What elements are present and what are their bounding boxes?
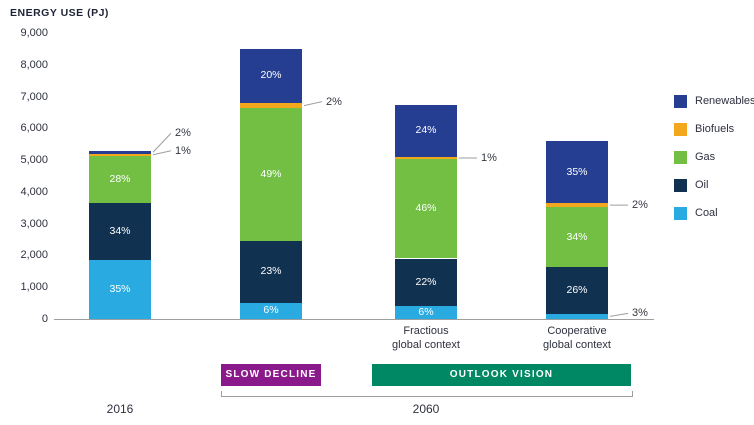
y-axis-tick-label: 2,000 bbox=[20, 249, 48, 262]
y-axis-tick-label: 7,000 bbox=[20, 90, 48, 103]
outlook-vision-badge: OUTLOOK VISION bbox=[372, 364, 631, 386]
legend-swatch-oil bbox=[674, 179, 687, 192]
segment-value-label: 24% bbox=[415, 124, 437, 137]
segment-value-label: 35% bbox=[109, 283, 131, 296]
segment-value-label: 20% bbox=[260, 69, 282, 82]
legend-item-coal: Coal bbox=[674, 207, 754, 220]
segment-coal: 6% bbox=[240, 302, 302, 319]
legend: Renewables Biofuels Gas Oil Coal bbox=[674, 95, 754, 235]
bar-cooperative-global-context: 26% 34% 35% bbox=[546, 141, 608, 319]
segment-oil: 23% bbox=[240, 240, 302, 303]
legend-item-biofuels: Biofuels bbox=[674, 123, 754, 136]
legend-label: Oil bbox=[695, 179, 709, 191]
legend-label: Biofuels bbox=[695, 123, 735, 135]
y-axis-tick-label: 8,000 bbox=[20, 58, 48, 71]
y-axis-tick-label: 0 bbox=[41, 313, 48, 325]
x-axis-label-cooperative-global-context: Cooperative global context bbox=[543, 325, 611, 351]
chart-title: ENERGY USE (PJ) bbox=[10, 7, 109, 19]
y-axis-tick-label: 6,000 bbox=[20, 122, 48, 135]
x-axis-line bbox=[54, 319, 654, 320]
segment-value-label: 35% bbox=[566, 165, 588, 178]
legend-swatch-coal bbox=[674, 207, 687, 220]
legend-item-renewables: Renewables bbox=[674, 95, 754, 108]
segment-value-label: 46% bbox=[415, 202, 437, 215]
year-label-2016: 2016 bbox=[106, 402, 134, 416]
segment-value-label: 6% bbox=[263, 304, 279, 317]
legend-swatch-gas bbox=[674, 151, 687, 164]
bar-slow-decline: 6% 23% 49% 20% bbox=[240, 48, 302, 319]
segment-oil: 22% bbox=[395, 258, 457, 307]
callout-label-biofuels: 2% bbox=[326, 95, 342, 108]
segment-value-label: 6% bbox=[418, 306, 434, 318]
y-axis-tick-label: 5,000 bbox=[20, 154, 48, 167]
segment-biofuels bbox=[395, 156, 457, 160]
callout-label-biofuels: 1% bbox=[175, 144, 191, 157]
segment-oil: 26% bbox=[546, 267, 608, 314]
segment-oil: 34% bbox=[89, 202, 151, 261]
y-axis-tick-label: 4,000 bbox=[20, 185, 48, 198]
segment-value-label: 49% bbox=[260, 167, 282, 180]
legend-item-oil: Oil bbox=[674, 179, 754, 192]
legend-label: Gas bbox=[695, 151, 716, 163]
segment-renewables bbox=[89, 150, 151, 154]
segment-biofuels bbox=[240, 102, 302, 109]
segment-value-label: 22% bbox=[415, 275, 437, 288]
segment-biofuels bbox=[89, 153, 151, 156]
segment-coal: 35% bbox=[89, 260, 151, 319]
segment-biofuels bbox=[546, 203, 608, 207]
segment-gas: 49% bbox=[240, 108, 302, 241]
legend-swatch-biofuels bbox=[674, 123, 687, 136]
segment-renewables: 35% bbox=[546, 141, 608, 204]
callout-label-coal: 3% bbox=[632, 307, 648, 320]
segment-coal: 6% bbox=[395, 306, 457, 319]
segment-value-label: 26% bbox=[566, 284, 588, 297]
y-axis-tick-label: 3,000 bbox=[20, 217, 48, 230]
segment-value-label: 23% bbox=[260, 265, 282, 278]
year-2060-bracket bbox=[221, 391, 633, 397]
bar-2016: 35% 34% 28% bbox=[89, 150, 151, 319]
legend-item-gas: Gas bbox=[674, 151, 754, 164]
y-axis-tick-label: 9,000 bbox=[20, 27, 48, 39]
callout-label-renewables: 2% bbox=[175, 127, 191, 140]
y-axis-tick-label: 1,000 bbox=[20, 281, 48, 294]
callout-label-biofuels: 1% bbox=[481, 152, 497, 164]
segment-coal bbox=[546, 313, 608, 319]
slow-decline-badge: SLOW DECLINE bbox=[221, 364, 321, 386]
segment-gas: 28% bbox=[89, 155, 151, 203]
legend-label: Coal bbox=[695, 207, 718, 219]
segment-renewables: 20% bbox=[240, 48, 302, 103]
x-axis-label-fractious-global-context: Fractious global context bbox=[392, 325, 460, 351]
segment-value-label: 34% bbox=[566, 230, 588, 243]
legend-label: Renewables bbox=[695, 95, 754, 107]
segment-value-label: 28% bbox=[109, 172, 131, 185]
segment-gas: 46% bbox=[395, 159, 457, 259]
legend-swatch-renewables bbox=[674, 95, 687, 108]
callout-label-biofuels: 2% bbox=[632, 199, 648, 212]
segment-value-label: 34% bbox=[109, 224, 131, 237]
year-label-2060: 2060 bbox=[412, 402, 440, 416]
segment-gas: 34% bbox=[546, 206, 608, 268]
bar-fractious-global-context: 6% 22% 46% 24% bbox=[395, 103, 457, 319]
segment-renewables: 24% bbox=[395, 105, 457, 157]
